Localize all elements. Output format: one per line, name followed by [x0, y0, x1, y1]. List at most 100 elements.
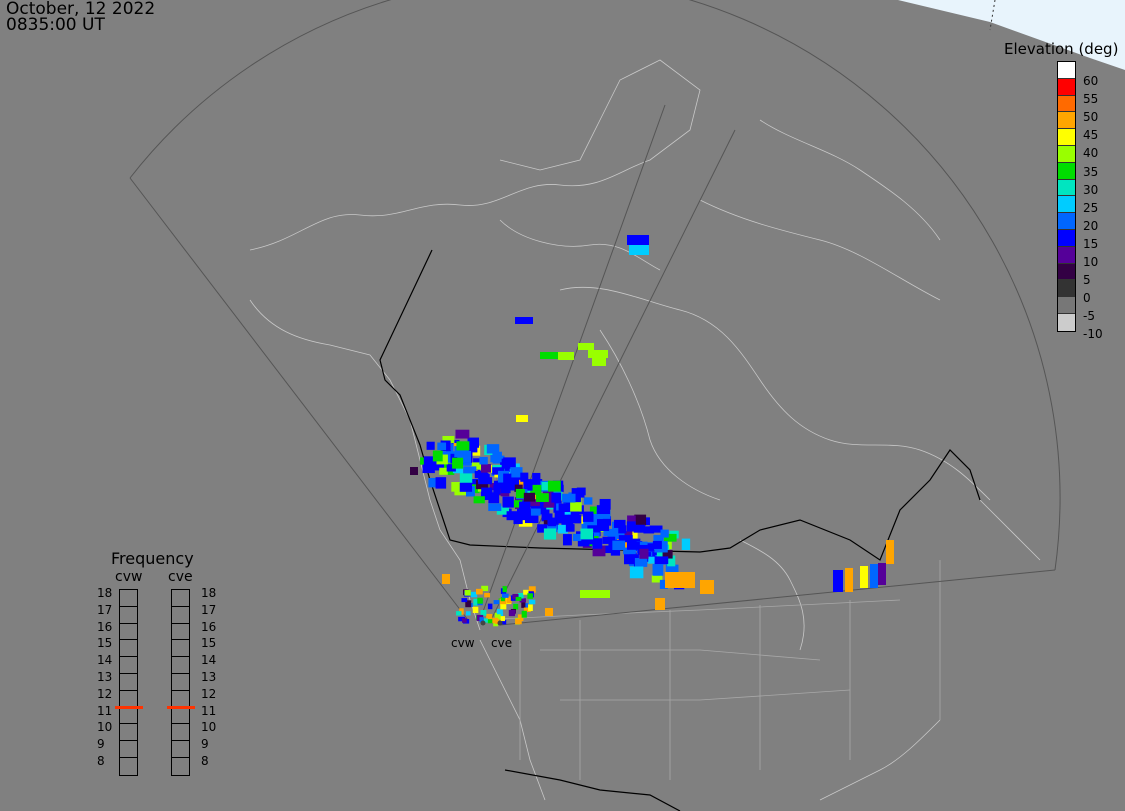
echo-cell	[422, 464, 435, 474]
legend-swatch	[1058, 313, 1075, 331]
receiver-name-cvw: cvw	[115, 569, 143, 585]
legend-title: Elevation (deg)	[1004, 40, 1119, 58]
echo-cell	[523, 492, 536, 502]
legend-label: 15	[1083, 236, 1099, 251]
frequency-cell	[172, 724, 189, 742]
echo-cell	[592, 545, 606, 557]
echo-cell	[540, 352, 558, 359]
echo-cell	[475, 479, 489, 490]
echo-cell	[519, 598, 526, 603]
echo-cell	[523, 479, 533, 491]
echo-cell	[627, 235, 649, 245]
echo-cell	[870, 564, 878, 588]
legend-swatch	[1058, 196, 1075, 214]
echo-cell	[547, 517, 557, 527]
echo-cell	[537, 524, 548, 533]
echo-cell	[634, 557, 648, 567]
echo-cell	[570, 502, 582, 512]
echo-cell	[481, 487, 493, 496]
legend-swatch	[1058, 263, 1075, 281]
echo-cell	[618, 525, 627, 534]
borders	[379, 249, 981, 811]
echo-cell	[515, 596, 522, 601]
echo-cell	[659, 579, 668, 589]
echo-cell	[487, 603, 493, 610]
frequency-scale-left: 14	[97, 653, 113, 668]
echo-cell	[626, 541, 640, 550]
echo-cell	[502, 593, 509, 598]
echo-cell	[470, 591, 478, 598]
frequency-scale-right: 17	[201, 602, 217, 617]
echo-cell	[506, 596, 512, 604]
echo-cell	[464, 590, 471, 596]
echo-cell	[515, 488, 525, 499]
site-label-cvw: cvw	[451, 636, 475, 650]
echo-cell	[477, 597, 483, 604]
echo-cell	[459, 472, 473, 483]
echo-cell	[530, 484, 542, 495]
site-cvw-marker	[480, 620, 486, 626]
echo-cell	[479, 617, 484, 623]
echo-cell	[543, 497, 555, 508]
frequency-scale-left: 17	[97, 602, 113, 617]
echo-cell	[442, 435, 455, 444]
legend-swatch	[1058, 213, 1075, 230]
echo-cells	[410, 235, 894, 627]
legend-swatch	[1058, 246, 1075, 264]
echo-cell	[506, 511, 519, 521]
echo-cell	[652, 564, 664, 576]
echo-cell	[472, 606, 479, 614]
echo-cell	[878, 563, 886, 585]
echo-cell	[468, 443, 478, 453]
echo-cell	[528, 604, 533, 611]
echo-cell	[590, 528, 600, 538]
frequency-title: Frequency	[111, 549, 194, 568]
echo-cell	[578, 343, 594, 350]
echo-cell	[581, 520, 591, 532]
echo-cell	[467, 437, 480, 448]
echo-cell	[543, 528, 557, 540]
echo-cell	[456, 611, 462, 616]
echo-cell	[665, 572, 695, 588]
echo-cell	[484, 592, 490, 598]
frequency-scale-left: 9	[97, 737, 105, 752]
echo-cell	[488, 492, 500, 504]
echo-cell	[500, 619, 507, 625]
echo-cell	[845, 568, 853, 592]
echo-cell	[515, 618, 522, 625]
echo-cell	[500, 616, 506, 622]
echo-cell	[634, 514, 647, 526]
receiver-name-cve: cve	[168, 569, 193, 585]
echo-cell	[660, 529, 669, 538]
legend-swatch	[1058, 112, 1075, 130]
frequency-scale-right: 16	[201, 619, 217, 634]
frequency-scale-left: 15	[97, 636, 113, 651]
frequency-scale-right: 15	[201, 636, 217, 651]
echo-cell	[514, 484, 523, 492]
legend-swatch	[1058, 129, 1075, 146]
echo-cell	[592, 357, 606, 366]
echo-cell	[647, 556, 657, 564]
frequency-cell	[120, 640, 137, 658]
echo-cell	[446, 464, 456, 472]
frequency-scale-right: 9	[201, 737, 209, 752]
echo-cell	[501, 458, 513, 469]
echo-cell	[527, 593, 533, 599]
echo-cell	[667, 555, 676, 567]
echo-cell	[629, 554, 639, 563]
frequency-cell	[120, 674, 137, 691]
frequency-cell	[172, 708, 189, 725]
echo-cell	[528, 599, 536, 605]
frequency-marker-cvw	[115, 705, 143, 709]
site-label-cve: cve	[491, 636, 513, 650]
echo-cell	[524, 511, 539, 524]
elevation-legend	[1057, 61, 1076, 332]
frequency-cell	[120, 657, 137, 674]
echo-cell	[612, 540, 626, 551]
echo-cell	[589, 506, 599, 517]
echo-cell	[571, 488, 585, 498]
legend-label: 0	[1083, 291, 1091, 306]
echo-cell	[860, 566, 868, 588]
echo-cell	[610, 544, 621, 556]
